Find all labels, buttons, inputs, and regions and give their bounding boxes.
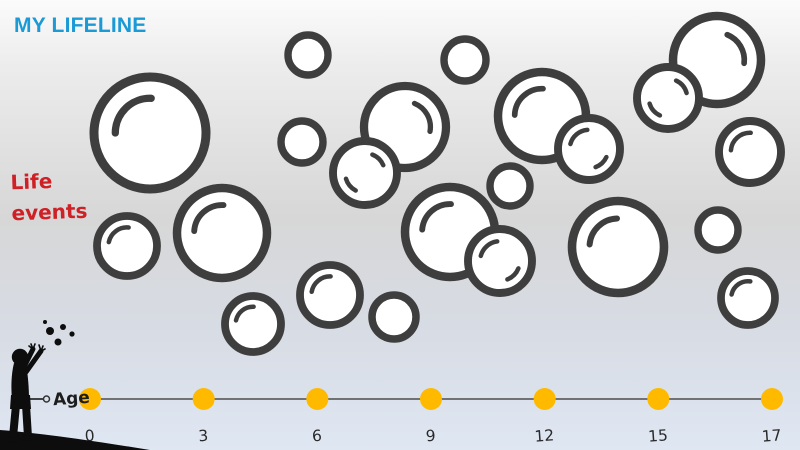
mini-bubble-dot [60, 324, 66, 330]
age-axis-label: Age [52, 387, 91, 411]
mini-bubble-dot [69, 331, 75, 337]
bubble [221, 292, 285, 356]
mini-bubble-dots [43, 320, 75, 346]
page-title: MY LIFELINE [14, 14, 147, 37]
bubble-highlight-arc [111, 94, 155, 137]
bubble [440, 35, 490, 85]
bubble-highlight-arc [729, 279, 753, 297]
mini-bubble-dot [46, 327, 54, 335]
bubble-highlight-arc [505, 266, 521, 282]
bubble-highlight-arc [511, 85, 546, 118]
bubble-highlight-arc [673, 78, 689, 96]
bubble [464, 225, 536, 297]
bubble-highlight-arc [478, 239, 500, 259]
bubble [89, 72, 211, 194]
bubble [284, 31, 332, 79]
bubble-highlight-arc [568, 127, 590, 147]
timeline-dot-9 [420, 388, 442, 410]
timeline-age-label: 6 [311, 427, 322, 446]
timeline-age-label: 9 [425, 427, 436, 446]
mini-bubble-dot [43, 320, 47, 324]
timeline-age-label: 3 [198, 427, 209, 446]
child-silhouette [6, 343, 46, 443]
mini-bubble-dot [54, 338, 62, 346]
ground-hill [0, 430, 150, 450]
bubble-highlight-arc [106, 225, 131, 245]
bubble-highlight-arc [343, 176, 358, 193]
bubble-highlight-arc [724, 31, 748, 67]
wand-bubble-icon [42, 395, 51, 403]
bubble [567, 196, 669, 298]
bubble-highlight-arc [309, 274, 333, 295]
bubble [277, 117, 327, 167]
timeline-age-label: 0 [84, 427, 95, 446]
bubble [715, 117, 785, 187]
timeline-dot-17 [761, 388, 783, 410]
bubble [368, 291, 420, 343]
bubble-highlight-arc [233, 304, 256, 323]
bubble [633, 63, 703, 133]
timeline-age-label: 17 [761, 426, 782, 445]
bubble [296, 261, 364, 329]
timeline-dot-3 [192, 388, 215, 410]
timeline-dot-12 [533, 388, 556, 410]
timeline-dot-15 [647, 388, 670, 410]
bubble-highlight-arc [586, 215, 620, 248]
timeline-dot-0 [79, 388, 101, 410]
hand-fingers [28, 343, 46, 352]
bubble-highlight-arc [419, 201, 454, 233]
timeline-age-label: 12 [534, 426, 555, 445]
bubble-highlight-arc [647, 101, 663, 118]
bubble [329, 137, 401, 209]
bubble-highlight-arc [411, 100, 434, 135]
bubble [694, 206, 742, 254]
bubble [717, 267, 779, 329]
bubble [486, 162, 534, 210]
bubble [554, 114, 624, 184]
bubble [93, 212, 161, 280]
timeline-age-label: 15 [648, 426, 669, 445]
timeline-dot-6 [306, 388, 329, 410]
bubble [172, 183, 272, 283]
bubble-highlight-arc [191, 202, 227, 235]
bubble-highlight-arc [593, 154, 609, 170]
bubble-highlight-arc [728, 130, 753, 153]
bubble-highlight-arc [370, 152, 386, 168]
